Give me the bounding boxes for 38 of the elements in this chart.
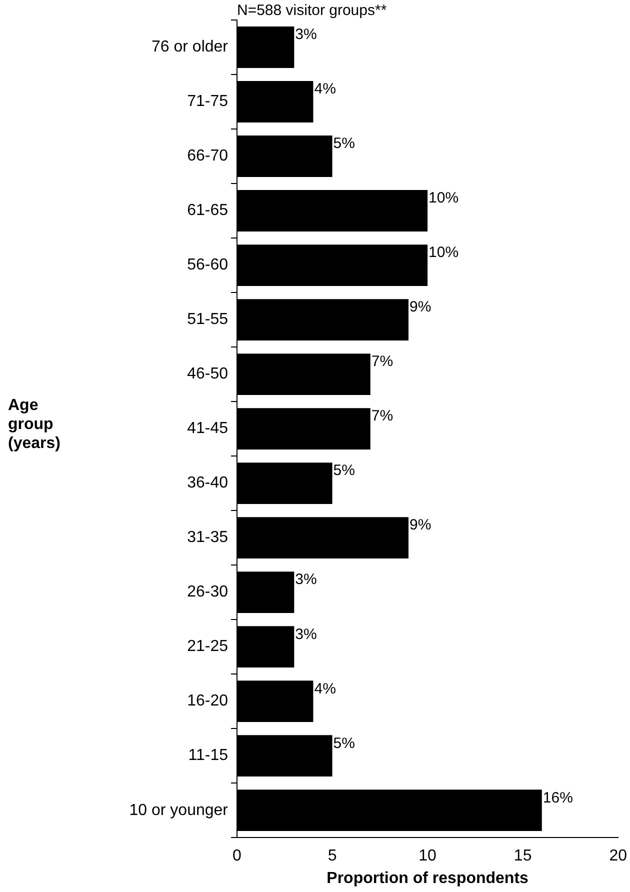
data-label: 3% [295,626,317,643]
y-tick-label: 10 or younger [129,802,229,819]
x-tick-label: 5 [328,848,337,865]
y-axis-title: Age group (years) [8,396,62,453]
y-tick-label: 71-75 [187,93,228,110]
data-label: 5% [333,734,355,752]
x-tick-label: 10 [418,848,437,865]
data-label: 5% [333,135,355,152]
y-tick-label: 51-55 [187,311,228,328]
data-label: 16% [542,789,573,806]
data-label: 3% [295,26,317,44]
y-tick-label: 56-60 [187,256,228,274]
y-tick-label: 41-45 [187,420,228,438]
y-tick-label: 66-70 [187,148,228,165]
data-label: 5% [333,462,355,480]
y-tick-label: 21-25 [187,638,228,656]
y-tick-label: 46-50 [187,366,228,383]
x-tick-label: 20 [609,848,628,865]
chart-title: N=588 visitor groups** [237,2,387,19]
data-label: 3% [295,571,317,588]
data-label: 9% [409,516,432,534]
data-label: 7% [371,353,394,370]
y-tick-label: 31-35 [187,529,228,546]
x-axis-title: Proportion of respondents [326,870,529,887]
x-tick-label: 15 [514,848,532,865]
data-label: 4% [314,680,336,698]
data-label: 10% [428,190,459,207]
x-tick-label: 0 [232,848,242,865]
y-tick-label: 61-65 [187,202,228,220]
data-label: 9% [409,298,432,316]
data-label: 4% [314,80,336,98]
y-tick-label: 76 or older [152,38,229,56]
y-tick-label: 26-30 [187,584,228,601]
y-tick-label: 36-40 [187,474,228,492]
y-tick-label: 16-20 [187,692,228,710]
data-label: 7% [371,408,394,425]
y-tick-label: 11-15 [188,747,228,764]
data-label: 10% [428,244,459,262]
